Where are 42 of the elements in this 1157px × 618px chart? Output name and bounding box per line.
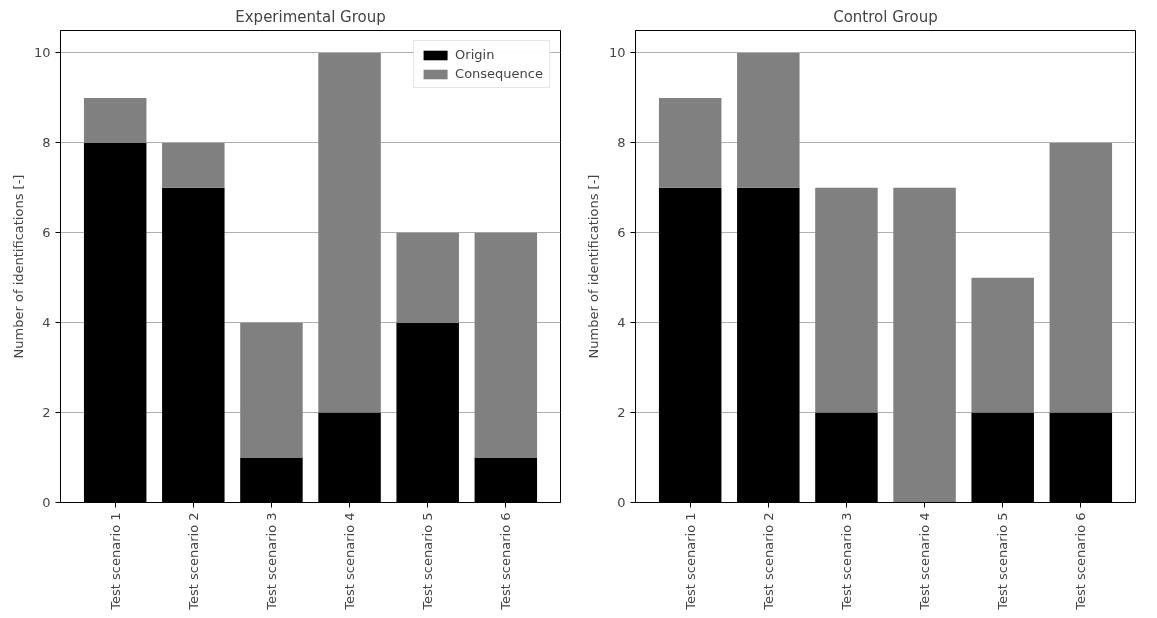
x-tick-label: Test scenario 1 [682, 512, 698, 611]
y-tick-label: 8 [617, 135, 626, 151]
y-tick-label: 0 [42, 495, 51, 510]
chart-title: Control Group [833, 7, 938, 26]
bar [240, 322, 303, 458]
x-tick-label: Test scenario 2 [760, 512, 776, 611]
bar [162, 142, 225, 188]
legend-label: Origin [455, 47, 495, 62]
x-tick-label: Test scenario 6 [1073, 512, 1089, 611]
chart-title: Experimental Group [235, 7, 386, 26]
x-tick-label: Test scenario 3 [263, 512, 279, 611]
x-tick-label: Test scenario 6 [498, 512, 514, 611]
y-tick-label: 4 [617, 315, 626, 331]
bar [971, 277, 1034, 413]
x-tick-label: Test scenario 4 [342, 512, 358, 611]
y-tick-label: 2 [617, 405, 626, 421]
bar [893, 187, 956, 503]
y-axis-title: Number of identifications [-] [585, 174, 601, 359]
x-tick-label: Test scenario 1 [107, 512, 123, 611]
y-tick-label: 4 [42, 315, 51, 331]
x-tick-label: Test scenario 5 [420, 512, 436, 611]
y-tick-label: 0 [617, 495, 626, 510]
legend-label: Consequence [455, 66, 543, 81]
x-tick-label: Test scenario 3 [838, 512, 854, 611]
bar [737, 52, 800, 188]
y-tick-label: 8 [42, 135, 51, 151]
bar [474, 232, 538, 458]
x-tick-label: Test scenario 2 [185, 512, 201, 611]
bar [1049, 142, 1113, 413]
x-tick-label: Test scenario 4 [917, 512, 933, 611]
bar [815, 187, 878, 413]
y-tick-label: 6 [617, 225, 626, 241]
y-tick-label: 2 [42, 405, 51, 421]
bar [658, 97, 722, 188]
y-axis-title: Number of identifications [-] [10, 174, 26, 359]
bar [83, 97, 147, 143]
x-tick-label: Test scenario 5 [995, 512, 1011, 611]
bar [318, 52, 381, 413]
bar [396, 232, 459, 323]
y-tick-label: 10 [33, 45, 51, 61]
y-tick-label: 10 [608, 45, 626, 61]
y-tick-label: 6 [42, 225, 51, 241]
